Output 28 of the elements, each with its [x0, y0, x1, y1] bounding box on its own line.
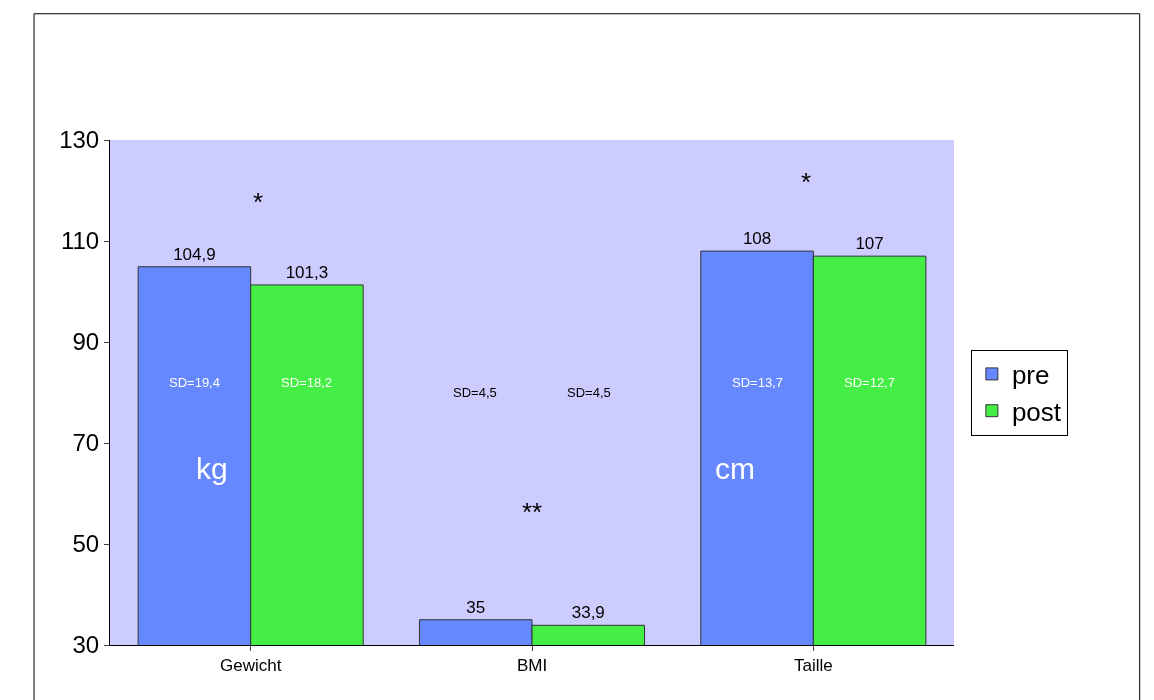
x-tick-label: BMI — [516, 656, 548, 676]
y-tick-label: 70 — [72, 429, 100, 457]
annotation: cm — [715, 452, 755, 485]
data-label: 35 — [466, 597, 486, 617]
x-tick-label: Gewicht — [219, 656, 282, 676]
annotation: * — [253, 187, 264, 217]
data-label: 108 — [742, 229, 772, 249]
x-tick-label: Taille — [793, 656, 833, 676]
annotation: SD=13,7 — [732, 375, 783, 390]
legend-label: pre — [1011, 360, 1050, 391]
data-label: 33,9 — [571, 603, 605, 623]
y-tick-label: 50 — [72, 530, 100, 558]
annotation: SD=4,5 — [567, 385, 611, 400]
annotation: SD=18,2 — [281, 375, 332, 390]
annotation: SD=19,4 — [169, 375, 220, 390]
y-tick-label: 110 — [60, 227, 100, 255]
data-label: 104,9 — [173, 244, 216, 264]
annotation: * — [801, 167, 812, 197]
y-tick-label: 90 — [72, 328, 100, 356]
legend-label: post — [1011, 396, 1062, 427]
annotation: SD=4,5 — [453, 385, 497, 400]
annotation: SD=12,7 — [844, 375, 895, 390]
y-tick-label: 130 — [59, 126, 100, 154]
annotation: ** — [522, 497, 543, 527]
data-label: 107 — [855, 234, 884, 254]
data-label: 101,3 — [285, 262, 329, 282]
y-tick-label: 30 — [72, 631, 100, 659]
annotation: kg — [196, 452, 228, 485]
